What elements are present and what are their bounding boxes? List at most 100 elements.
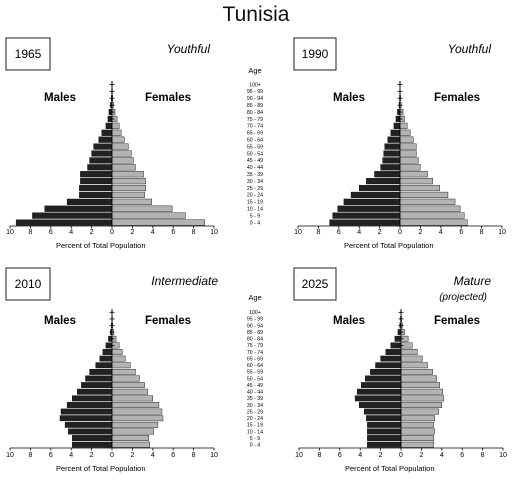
bar-female-65-69 — [111, 355, 126, 362]
bar-female-10-14 — [111, 205, 173, 212]
age-label: 45 - 49 — [247, 383, 263, 389]
x-tick-label: 4 — [69, 229, 73, 236]
bar-male-65-69 — [101, 129, 113, 136]
bar-male-10-14 — [337, 205, 401, 212]
age-label: 50 - 54 — [247, 376, 263, 382]
bar-male-60-64 — [375, 362, 402, 369]
bar-female-30-34 — [400, 402, 442, 408]
bar-female-25-29 — [111, 408, 163, 415]
bar-male-15-19 — [66, 198, 113, 205]
bar-male-55-59 — [384, 143, 401, 150]
age-label: 20 - 24 — [247, 193, 263, 199]
bar-male-30-34 — [358, 402, 402, 408]
bar-male-30-34 — [366, 178, 401, 185]
x-tick-label: 2 — [378, 229, 382, 236]
bar-male-50-54 — [365, 375, 402, 382]
age-label: 35 - 39 — [247, 172, 263, 178]
x-tick-label: 2 — [419, 452, 423, 459]
x-tick-label: 10 — [294, 229, 302, 236]
pyramid-panel-1965: 1965 Youthful Males Females 10 8 6 4 2 0 2 4 6 8 10 Per… — [5, 37, 263, 250]
bar-female-5-9 — [400, 435, 434, 441]
x-tick-label: 8 — [481, 452, 485, 459]
bar-male-45-49 — [81, 382, 113, 389]
age-axis-title: Age — [248, 293, 261, 302]
age-label: 20 - 24 — [247, 416, 263, 422]
bar-male-0-4 — [329, 219, 401, 226]
age-label: 15 - 19 — [247, 200, 263, 206]
bar-male-20-24 — [79, 191, 113, 198]
bar-female-65-69 — [400, 355, 423, 362]
bar-female-35-39 — [400, 395, 445, 402]
bar-male-60-64 — [387, 136, 401, 143]
bar-male-65-69 — [380, 355, 402, 362]
age-label: 45 - 49 — [247, 158, 263, 164]
bar-female-5-9 — [111, 212, 186, 219]
pyramid-panel-1990: 1990 Youthful Males Females 10 8 6 4 2 0 2 4 6 8 10 Per… — [293, 37, 506, 250]
x-tick-label: 8 — [28, 452, 32, 459]
pyramid-panel-2010: 2010 Intermediate Males Females 10 8 6 4 2 0 2 4 6 8 1… — [5, 267, 263, 473]
bar-male-10-14 — [67, 428, 113, 435]
bar-female-20-24 — [111, 191, 145, 198]
x-tick-label: 2 — [130, 452, 134, 459]
bar-female-65-69 — [111, 129, 122, 136]
year-label: 1990 — [302, 47, 329, 61]
bar-female-20-24 — [111, 415, 164, 422]
x-tick-label: 8 — [192, 452, 196, 459]
bar-male-5-9 — [72, 435, 113, 441]
bar-female-55-59 — [111, 143, 129, 150]
bar-male-25-29 — [79, 184, 113, 192]
age-label: 85 - 89 — [247, 330, 263, 336]
x-tick-label: 10 — [210, 452, 218, 459]
age-label: 0 - 4 — [250, 442, 260, 448]
bar-male-40-44 — [87, 164, 113, 171]
bar-male-40-44 — [380, 164, 401, 171]
bar-female-20-24 — [400, 415, 435, 422]
x-axis-label: Percent of Total Population — [345, 464, 435, 473]
age-label: 55 - 59 — [247, 144, 263, 150]
bar-male-55-59 — [370, 368, 402, 375]
x-tick-label: 6 — [49, 452, 53, 459]
age-label: 75 - 79 — [247, 343, 263, 349]
age-label: 30 - 34 — [247, 179, 263, 185]
age-label: 50 - 54 — [247, 151, 263, 157]
bar-female-25-29 — [400, 408, 439, 415]
age-label: 35 - 39 — [247, 396, 263, 402]
bar-female-70-74 — [111, 122, 120, 129]
x-tick-label: 4 — [358, 452, 362, 459]
females-label: Females — [145, 315, 191, 327]
age-label: 70 - 74 — [247, 350, 263, 356]
x-tick-label: 4 — [357, 229, 361, 236]
page-title: Tunisia — [222, 3, 290, 26]
females-label: Females — [434, 315, 480, 327]
bar-female-50-54 — [111, 150, 132, 157]
age-label: 15 - 19 — [247, 423, 263, 429]
bar-female-40-44 — [111, 388, 148, 395]
x-tick-label: 8 — [192, 229, 196, 236]
bar-male-40-44 — [356, 388, 402, 395]
bar-female-0-4 — [111, 219, 206, 226]
bar-female-25-29 — [111, 184, 146, 192]
bar-male-35-39 — [354, 395, 402, 402]
bar-male-5-9 — [367, 435, 402, 441]
bar-female-15-19 — [111, 198, 152, 205]
stage-label: Youthful — [167, 42, 211, 56]
x-axis-label: Percent of Total Population — [56, 464, 146, 473]
pyramid-panel-2025: 2025 Mature (projected) Males Females 10 8 6 4 2 0… — [293, 267, 507, 473]
bar-male-55-59 — [93, 143, 113, 150]
bar-male-25-29 — [60, 408, 113, 415]
x-tick-label: 8 — [28, 229, 32, 236]
bar-male-30-34 — [80, 178, 113, 185]
x-tick-label: 10 — [499, 452, 507, 459]
bar-female-0-4 — [111, 441, 150, 448]
x-tick-label: 0 — [399, 452, 403, 459]
bar-male-60-64 — [98, 136, 113, 143]
age-label: 65 - 69 — [247, 356, 263, 362]
age-label: 70 - 74 — [247, 124, 263, 130]
bar-male-30-34 — [66, 402, 113, 408]
x-tick-label: 10 — [295, 452, 303, 459]
x-tick-label: 4 — [440, 452, 444, 459]
bar-female-45-49 — [111, 157, 134, 164]
stage-label: Intermediate — [151, 274, 218, 288]
bar-female-45-49 — [111, 382, 145, 389]
bar-female-5-9 — [111, 435, 149, 441]
